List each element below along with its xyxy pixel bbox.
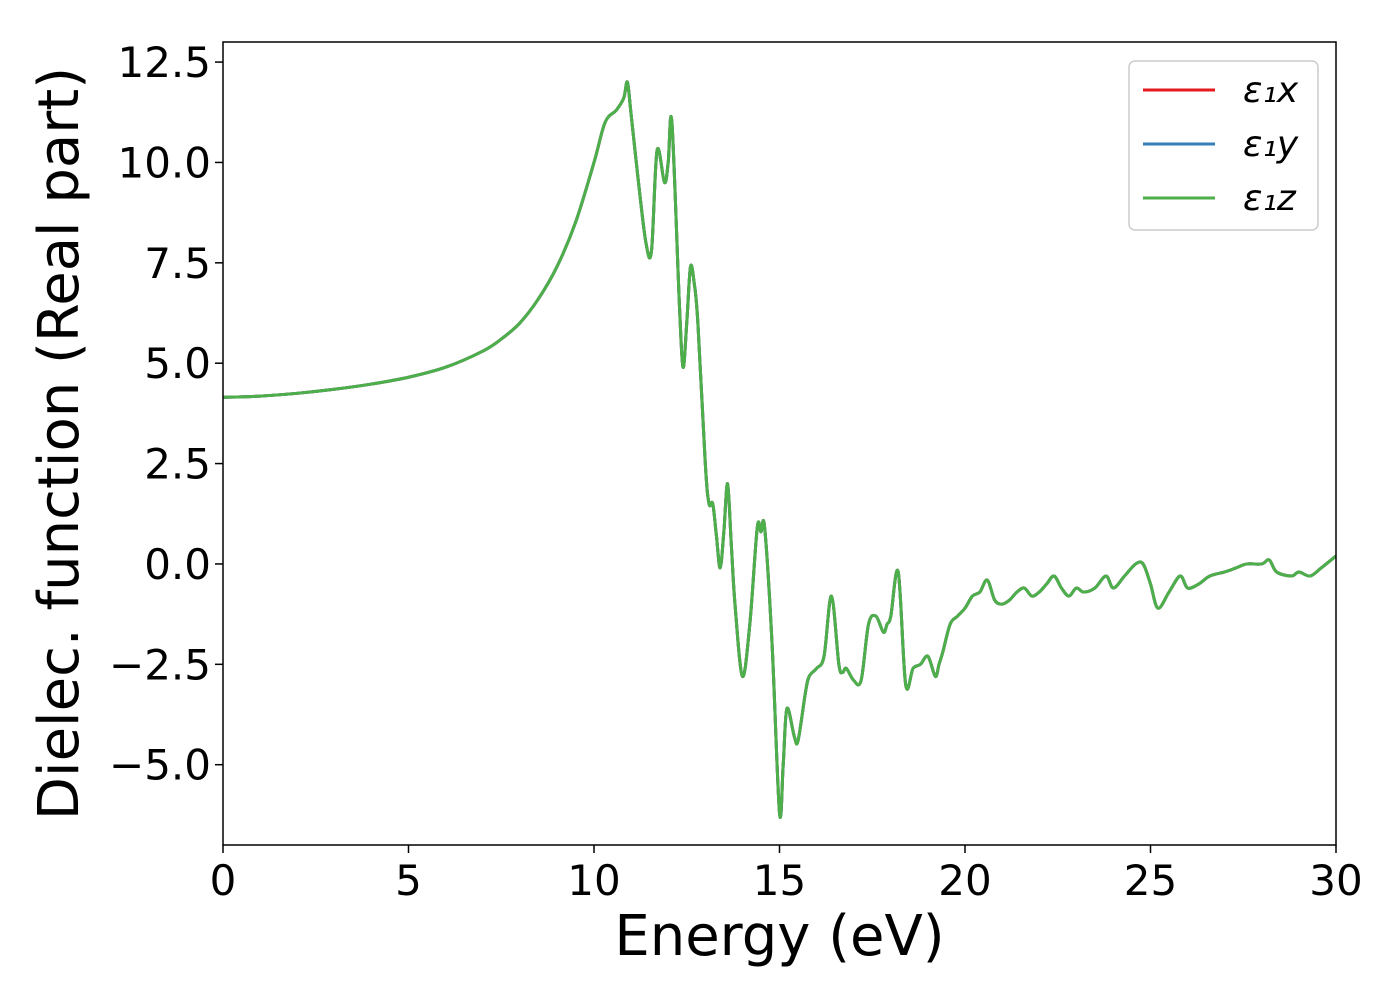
y-tick-label: 7.5 bbox=[144, 239, 211, 288]
x-axis-label: Energy (eV) bbox=[614, 904, 944, 969]
y-tick-label: 10.0 bbox=[117, 138, 211, 187]
x-tick-label: 25 bbox=[1124, 856, 1177, 905]
y-tick-label: 12.5 bbox=[117, 38, 211, 87]
legend-box bbox=[1128, 60, 1319, 231]
legend-label-3: ε₁z bbox=[1243, 178, 1297, 219]
y-tick-label: 0.0 bbox=[144, 540, 211, 589]
y-axis-label: Dielec. function (Real part) bbox=[27, 67, 92, 820]
y-tick-label: −5.0 bbox=[109, 741, 211, 790]
y-tick-label: −2.5 bbox=[109, 640, 211, 689]
x-axis: 0 5 10 15 20 25 30 bbox=[210, 845, 1363, 905]
x-tick-label: 5 bbox=[395, 856, 422, 905]
x-tick-label: 30 bbox=[1309, 856, 1362, 905]
x-tick-label: 10 bbox=[567, 856, 620, 905]
x-tick-label: 20 bbox=[938, 856, 991, 905]
x-tick-label: 15 bbox=[753, 856, 806, 905]
x-tick-label: 0 bbox=[210, 856, 237, 905]
legend-label-2: ε₁y bbox=[1243, 124, 1299, 165]
y-axis: −5.0 −2.5 0.0 2.5 5.0 7.5 10.0 12.5 bbox=[109, 38, 223, 790]
y-tick-label: 5.0 bbox=[144, 339, 211, 388]
legend: ε₁x ε₁y ε₁z bbox=[1128, 60, 1319, 231]
legend-label-1: ε₁x bbox=[1243, 70, 1299, 111]
series-line-3 bbox=[223, 80, 1336, 819]
y-tick-label: 2.5 bbox=[144, 440, 211, 489]
series-layer bbox=[223, 80, 1336, 819]
